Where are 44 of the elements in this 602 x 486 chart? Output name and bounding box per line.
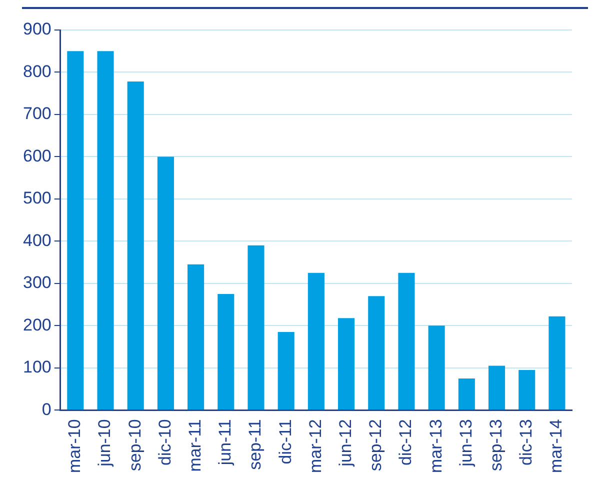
bar	[308, 272, 324, 410]
x-tick-label: mar-14	[546, 419, 566, 474]
bar	[488, 366, 506, 410]
x-tick-label: mar-11	[185, 419, 204, 472]
y-tick-label: 400	[22, 230, 52, 250]
x-tick-label: mar-12	[306, 419, 325, 474]
bar	[338, 318, 355, 410]
bar	[458, 378, 475, 410]
bar	[428, 326, 445, 410]
y-tick-label: 300	[22, 273, 52, 292]
bar	[398, 272, 415, 410]
bar	[97, 51, 114, 410]
y-tick-label: 800	[22, 62, 52, 81]
y-tick-label: 0	[42, 400, 52, 419]
y-tick-label: 500	[22, 188, 52, 208]
x-tick-label: jun-11	[216, 419, 235, 466]
x-tick-label: mar-13	[426, 419, 446, 474]
x-tick-label: dic-13	[516, 419, 536, 466]
y-tick-label: 900	[22, 20, 52, 39]
x-tick-label: jun-12	[336, 419, 355, 468]
bar	[188, 264, 204, 410]
x-tick-label: dic-11	[276, 419, 295, 464]
x-tick-label: sep-11	[246, 419, 265, 470]
x-tick-label: sep-13	[486, 419, 506, 472]
x-tick-label: dic-12	[396, 419, 416, 466]
x-tick-label: jun-13	[456, 419, 476, 468]
x-tick-label: sep-10	[125, 419, 144, 472]
bar	[67, 51, 84, 410]
bar	[278, 332, 294, 410]
y-tick-label: 700	[22, 104, 52, 124]
y-tick-label: 200	[22, 315, 52, 334]
x-tick-label: sep-12	[366, 419, 386, 472]
y-tick-label: 600	[22, 146, 52, 166]
bar	[518, 370, 536, 410]
x-tick-label: mar-10	[65, 419, 84, 474]
bar	[368, 296, 385, 410]
x-tick-label: dic-10	[155, 419, 174, 466]
bar	[218, 294, 234, 410]
bar	[127, 82, 144, 410]
y-tick-label: 100	[22, 358, 52, 377]
bar	[248, 245, 264, 410]
bar	[548, 316, 566, 410]
x-tick-label: jun-10	[95, 419, 114, 468]
bar	[157, 156, 174, 410]
